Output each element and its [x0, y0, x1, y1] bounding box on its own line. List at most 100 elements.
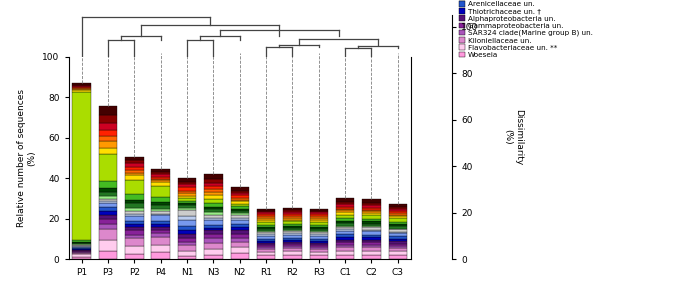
Bar — [283, 246, 301, 248]
Bar — [362, 209, 381, 211]
Bar — [231, 201, 249, 204]
Bar — [178, 195, 197, 198]
Bar — [336, 212, 354, 215]
Bar — [231, 238, 249, 242]
Bar — [151, 224, 170, 226]
Bar — [388, 229, 407, 232]
Bar — [283, 226, 301, 229]
Bar — [310, 216, 328, 218]
Bar — [336, 231, 354, 235]
Bar — [73, 89, 91, 90]
Bar — [204, 174, 223, 179]
Bar — [310, 225, 328, 227]
Bar — [336, 245, 354, 247]
Bar — [99, 199, 117, 201]
Bar — [73, 90, 91, 92]
Bar — [336, 227, 354, 229]
Bar — [125, 216, 144, 221]
Bar — [204, 199, 223, 203]
Bar — [283, 229, 301, 230]
Bar — [151, 205, 170, 209]
Bar — [336, 204, 354, 207]
Bar — [283, 220, 301, 221]
Bar — [257, 243, 275, 245]
Bar — [99, 106, 117, 115]
Bar — [125, 214, 144, 216]
Bar — [151, 226, 170, 230]
Bar — [388, 204, 407, 207]
Bar — [283, 218, 301, 220]
Bar — [125, 227, 144, 230]
Bar — [73, 88, 91, 89]
Bar — [125, 163, 144, 167]
Bar — [99, 203, 117, 207]
Bar — [231, 206, 249, 209]
Bar — [151, 214, 170, 215]
Bar — [125, 246, 144, 254]
Bar — [204, 187, 223, 189]
Bar — [178, 238, 197, 242]
Bar — [204, 179, 223, 183]
Bar — [388, 246, 407, 248]
Bar — [231, 213, 249, 215]
Bar — [283, 244, 301, 246]
Bar — [73, 248, 91, 249]
Bar — [310, 255, 328, 259]
Bar — [231, 220, 249, 224]
Bar — [178, 178, 197, 181]
Bar — [310, 231, 328, 232]
Bar — [204, 234, 223, 238]
Bar — [125, 167, 144, 170]
Bar — [388, 222, 407, 224]
Bar — [362, 227, 381, 230]
Bar — [257, 222, 275, 225]
Bar — [310, 222, 328, 225]
Bar — [257, 225, 275, 227]
Bar — [125, 238, 144, 246]
Bar — [257, 229, 275, 231]
Bar — [388, 237, 407, 239]
Bar — [388, 232, 407, 233]
Bar — [99, 181, 117, 188]
Bar — [151, 186, 170, 198]
Bar — [388, 248, 407, 252]
Bar — [388, 239, 407, 241]
Bar — [336, 255, 354, 259]
Bar — [178, 216, 197, 220]
Bar — [388, 224, 407, 226]
Bar — [283, 233, 301, 235]
Bar — [231, 204, 249, 206]
Bar — [125, 173, 144, 175]
Bar — [125, 180, 144, 194]
Bar — [178, 208, 197, 210]
Bar — [336, 209, 354, 210]
Bar — [204, 189, 223, 192]
Bar — [151, 221, 170, 224]
Bar — [283, 209, 301, 212]
Bar — [257, 220, 275, 222]
Bar — [73, 92, 91, 240]
Bar — [283, 248, 301, 251]
Bar — [151, 245, 170, 252]
Bar — [151, 174, 170, 177]
Bar — [99, 215, 117, 219]
Bar — [257, 239, 275, 241]
Bar — [362, 247, 381, 251]
Bar — [151, 237, 170, 245]
Bar — [178, 201, 197, 203]
Bar — [204, 225, 223, 228]
Bar — [362, 240, 381, 242]
Bar — [151, 179, 170, 180]
Bar — [362, 199, 381, 203]
Bar — [73, 87, 91, 88]
Bar — [99, 123, 117, 130]
Bar — [283, 221, 301, 224]
Bar — [151, 172, 170, 174]
Bar — [178, 226, 197, 230]
Bar — [204, 195, 223, 199]
Bar — [178, 210, 197, 216]
Bar — [125, 230, 144, 235]
Bar — [73, 86, 91, 87]
Bar — [257, 235, 275, 236]
Bar — [283, 255, 301, 259]
